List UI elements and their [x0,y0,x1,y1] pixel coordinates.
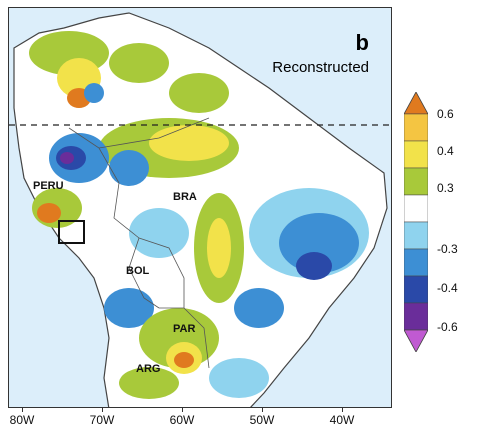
x-tickmark [102,408,103,412]
anomaly-field [29,31,369,399]
study-area-box [58,220,85,244]
x-tickmark [22,408,23,412]
colorbar-swatch [404,302,428,331]
x-tick-50w: 50W [249,413,275,427]
x-tickmark [182,408,183,412]
colorbar-label-neg-0-3: -0.3 [437,242,458,256]
colorbar-swatch [404,221,428,250]
label-par: PAR [173,323,196,335]
map-frame: b Reconstructed PERU BRA BOL PAR ARG [8,7,392,408]
map-svg [9,12,391,407]
colorbar-bottom-arrow [404,329,428,352]
panel-title: Reconstructed [272,59,369,76]
label-arg: ARG [136,363,161,375]
colorbar-label-0-6: 0.6 [437,107,454,121]
colorbar-swatch [404,113,428,142]
colorbar-swatch [404,248,428,277]
x-tickmark [342,408,343,412]
colorbar-swatch [404,140,428,169]
x-tick-70w: 70W [89,413,115,427]
country-borders [68,117,210,369]
x-tickmark [262,408,263,412]
colorbar-top-arrow [404,92,428,115]
colorbar [404,92,428,352]
colorbar-swatch [404,167,428,196]
colorbar-label-0-4: 0.4 [437,144,454,158]
label-bra: BRA [173,191,197,203]
x-tick-60w: 60W [169,413,195,427]
colorbar-swatch [404,275,428,304]
x-tick-80w: 80W [9,413,35,427]
label-bol: BOL [126,265,150,277]
label-peru: PERU [33,180,64,192]
colorbar-label-0-3: 0.3 [437,181,454,195]
colorbar-label-neg-0-6: -0.6 [437,320,458,334]
x-tick-40w: 40W [329,413,355,427]
colorbar-label-neg-0-4: -0.4 [437,281,458,295]
colorbar-swatch [404,194,428,223]
panel-letter: b [355,30,369,55]
